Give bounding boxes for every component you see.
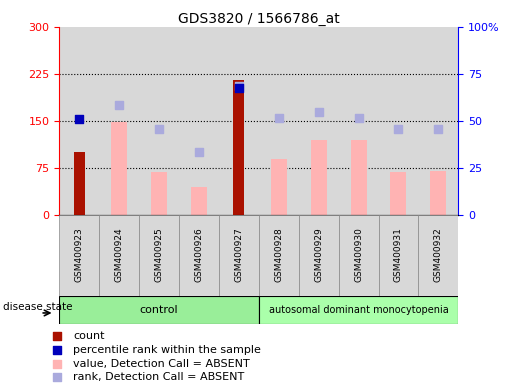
Bar bbox=[379, 215, 418, 296]
Text: GSM400931: GSM400931 bbox=[394, 227, 403, 282]
Bar bbox=[151, 172, 167, 215]
Text: rank, Detection Call = ABSENT: rank, Detection Call = ABSENT bbox=[74, 372, 245, 382]
Text: disease state: disease state bbox=[3, 302, 73, 312]
Bar bbox=[179, 215, 219, 296]
Bar bbox=[339, 215, 379, 296]
Bar bbox=[179, 27, 219, 215]
Text: GSM400925: GSM400925 bbox=[154, 227, 163, 282]
Text: control: control bbox=[140, 305, 178, 315]
Text: GSM400929: GSM400929 bbox=[314, 227, 323, 282]
Text: count: count bbox=[74, 331, 105, 341]
Point bbox=[53, 374, 61, 381]
Point bbox=[53, 347, 61, 353]
Bar bbox=[139, 27, 179, 215]
Bar bbox=[311, 140, 327, 215]
Point bbox=[155, 126, 163, 132]
Point bbox=[195, 149, 203, 156]
Text: GSM400926: GSM400926 bbox=[195, 227, 203, 282]
Bar bbox=[59, 215, 99, 296]
Point bbox=[235, 83, 243, 89]
Bar bbox=[191, 187, 207, 215]
Bar bbox=[351, 140, 367, 215]
Bar bbox=[271, 159, 287, 215]
Bar bbox=[59, 296, 259, 324]
Text: GSM400923: GSM400923 bbox=[75, 227, 83, 282]
Bar bbox=[59, 27, 99, 215]
Text: GSM400928: GSM400928 bbox=[274, 227, 283, 282]
Point bbox=[434, 126, 442, 132]
Text: GSM400924: GSM400924 bbox=[115, 227, 124, 282]
Bar bbox=[418, 27, 458, 215]
Text: GSM400930: GSM400930 bbox=[354, 227, 363, 282]
Bar bbox=[99, 27, 139, 215]
Bar bbox=[74, 152, 85, 215]
Bar bbox=[219, 27, 259, 215]
Bar bbox=[259, 215, 299, 296]
Bar bbox=[233, 80, 245, 215]
Point bbox=[394, 126, 403, 132]
Bar bbox=[99, 215, 139, 296]
Bar bbox=[111, 122, 127, 215]
Bar bbox=[299, 215, 339, 296]
Text: GSM400932: GSM400932 bbox=[434, 227, 443, 282]
Bar bbox=[219, 215, 259, 296]
Point bbox=[274, 115, 283, 121]
Bar bbox=[259, 27, 299, 215]
Bar bbox=[390, 172, 406, 215]
Point bbox=[53, 333, 61, 339]
Point bbox=[53, 361, 61, 367]
Title: GDS3820 / 1566786_at: GDS3820 / 1566786_at bbox=[178, 12, 340, 26]
Text: autosomal dominant monocytopenia: autosomal dominant monocytopenia bbox=[269, 305, 449, 315]
Bar bbox=[379, 27, 418, 215]
Point bbox=[354, 115, 363, 121]
Bar bbox=[418, 215, 458, 296]
Point bbox=[315, 109, 323, 115]
Text: percentile rank within the sample: percentile rank within the sample bbox=[74, 345, 262, 355]
Text: GSM400927: GSM400927 bbox=[234, 227, 243, 282]
Point bbox=[75, 116, 83, 122]
Bar bbox=[259, 296, 458, 324]
Bar bbox=[299, 27, 339, 215]
Text: value, Detection Call = ABSENT: value, Detection Call = ABSENT bbox=[74, 359, 250, 369]
Point bbox=[235, 84, 243, 91]
Point bbox=[115, 102, 123, 108]
Bar bbox=[431, 171, 447, 215]
Bar bbox=[339, 27, 379, 215]
Bar bbox=[139, 215, 179, 296]
